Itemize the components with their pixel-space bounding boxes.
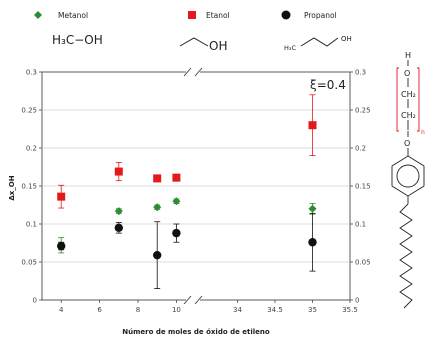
structure-n: n xyxy=(421,129,425,136)
propanol-h3c-label: H₃C xyxy=(284,44,296,52)
y-tick-label-right: 0.2 xyxy=(355,145,366,153)
data-point xyxy=(114,223,124,232)
metanol-formula: H₃C−OH xyxy=(52,33,103,47)
data-point xyxy=(153,203,162,212)
etanol-structure: OH xyxy=(179,37,227,53)
y-tick-label: 0.2 xyxy=(26,145,37,153)
x-tick-label: 35 xyxy=(308,306,317,314)
propanol-structure: H₃C OH xyxy=(284,35,352,52)
data-point xyxy=(308,238,317,247)
y-tick-label-right: 0.25 xyxy=(355,107,371,115)
xi-annotation: ξ=0.4 xyxy=(310,78,346,92)
data-point xyxy=(114,167,123,176)
x-tick-label: 34 xyxy=(233,306,242,314)
legend-item-propanol: Propanol xyxy=(281,10,337,20)
data-point xyxy=(57,241,66,251)
legend-item-etanol: Etanol xyxy=(188,11,230,20)
x-tick-label: 35.5 xyxy=(342,306,358,314)
legend-label-propanol: Propanol xyxy=(304,11,337,20)
propanol-oh-label: OH xyxy=(341,35,352,43)
y-tick-label-right: 0.1 xyxy=(355,221,366,229)
data-point xyxy=(153,174,162,183)
y-ticks-right: 0 0.05 0.1 0.15 0.2 0.25 0.3 xyxy=(350,69,371,305)
x-axis-label: Número de moles de óxido de etileno xyxy=(122,328,270,336)
x-ticks: 4 6 8 10 34 34.5 35 35.5 xyxy=(59,300,358,314)
legend-item-metanol: Metanol xyxy=(34,11,88,20)
data-point xyxy=(308,121,317,130)
structure-bracket xyxy=(396,67,399,132)
y-tick-label-right: 0.3 xyxy=(355,69,366,77)
series-etanol xyxy=(57,94,317,209)
etanol-oh-label: OH xyxy=(209,39,227,53)
legend-marker-etanol xyxy=(188,11,196,19)
y-tick-label: 0 xyxy=(33,297,37,305)
y-ticks-left: 0 0.05 0.1 0.15 0.2 0.25 0.3 xyxy=(21,69,42,305)
structure-ch2-a: CH₂ xyxy=(401,90,416,99)
structure-h: H xyxy=(405,51,411,60)
y-tick-label: 0.1 xyxy=(26,221,37,229)
y-tick-label: 0.05 xyxy=(21,259,37,267)
etanol-bond-lines xyxy=(179,37,209,47)
propanol-bond-lines xyxy=(300,37,339,47)
legend: Metanol Etanol Propanol xyxy=(34,10,337,20)
benzene-inner-circle xyxy=(396,164,420,188)
y-tick-label: 0.3 xyxy=(26,69,37,77)
data-point xyxy=(172,173,181,182)
axis-break-bottom xyxy=(183,295,203,305)
y-axis-label: Δx_OH xyxy=(8,175,16,200)
series-propanol xyxy=(57,212,317,290)
data-point xyxy=(57,192,66,201)
gridlines xyxy=(42,109,350,263)
x-tick-label: 34.5 xyxy=(267,306,283,314)
alkyl-chain xyxy=(399,203,413,309)
legend-marker-metanol xyxy=(34,11,42,19)
data-point xyxy=(172,228,181,238)
axis-break-top xyxy=(183,67,203,77)
data-point xyxy=(172,197,181,206)
y-tick-label: 0.15 xyxy=(21,183,37,191)
structure-o-top: O xyxy=(404,69,410,78)
y-tick-label: 0.25 xyxy=(21,107,37,115)
legend-label-etanol: Etanol xyxy=(206,11,230,20)
plot-area: 0 0.05 0.1 0.15 0.2 0.25 0.3 0 0.05 0.1 0.15 0.2 0.… xyxy=(21,67,371,314)
series-layer xyxy=(57,94,317,290)
x-tick-label: 10 xyxy=(172,306,181,314)
data-point xyxy=(308,204,317,213)
surfactant-structure: H O CH₂ CH₂ n O xyxy=(391,51,425,309)
legend-marker-propanol xyxy=(281,10,291,20)
x-tick-label: 4 xyxy=(59,306,64,314)
y-tick-label-right: 0.15 xyxy=(355,183,371,191)
data-point xyxy=(153,250,162,260)
structure-o-bottom: O xyxy=(404,139,410,148)
y-tick-label-right: 0 xyxy=(355,297,359,305)
y-tick-label-right: 0.05 xyxy=(355,259,371,267)
legend-label-metanol: Metanol xyxy=(58,11,88,20)
x-tick-label: 8 xyxy=(136,306,140,314)
structure-ch2-b: CH₂ xyxy=(401,111,416,120)
x-tick-label: 6 xyxy=(97,306,102,314)
series-metanol xyxy=(57,197,317,254)
data-point xyxy=(114,207,123,216)
